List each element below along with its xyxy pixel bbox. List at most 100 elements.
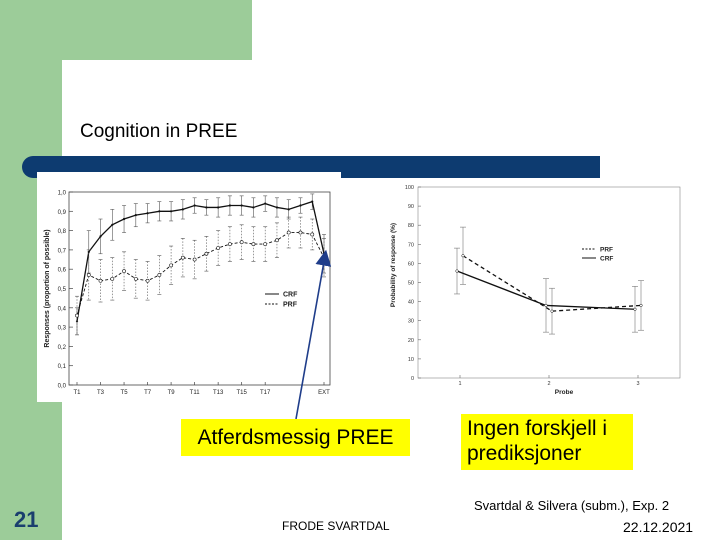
data-point-prf (110, 276, 115, 281)
slide-title: Cognition in PREE (80, 121, 238, 142)
y-tick-label: 100 (405, 185, 414, 191)
legend-label: PRF (283, 302, 298, 309)
data-point-prf (122, 269, 126, 274)
right-chart: 0 10 20 30 40 50 60 70 80 90 100 1 2 3 Probe Probabilit… (382, 181, 684, 400)
x-tick-label: T9 (168, 390, 176, 396)
x-tick-label: T7 (144, 390, 152, 396)
y-tick-label: 80 (408, 223, 414, 229)
x-tick-label: T11 (190, 390, 201, 396)
data-point-prf (133, 276, 138, 281)
data-point-crf (181, 208, 184, 211)
data-point-prf (180, 255, 185, 260)
y-tick-label: 60 (408, 261, 414, 267)
data-point-crf (99, 235, 102, 238)
data-point-crf (122, 217, 126, 221)
data-point-prf (98, 278, 103, 283)
data-point-prf (263, 242, 268, 247)
data-point-prf (286, 230, 291, 235)
x-axis-label: Probe (555, 389, 574, 396)
y-tick-label: 70 (408, 242, 414, 248)
data-point-crf (633, 307, 637, 311)
series-line-prf (76, 232, 325, 316)
data-point-crf (158, 210, 161, 213)
data-point-crf (455, 269, 459, 273)
data-point-prf (639, 303, 643, 307)
chart-background (37, 172, 341, 402)
label-no-difference: Ingen forskjell i prediksjoner (461, 414, 633, 470)
data-point-prf (275, 238, 279, 243)
y-tick-label: 40 (408, 300, 414, 306)
page-number: 21 (14, 507, 39, 532)
data-point-crf (193, 204, 196, 207)
x-tick-label: T17 (260, 390, 271, 396)
data-point-crf (252, 206, 255, 209)
y-tick-label: 30 (408, 319, 414, 325)
label-behavioral-pree: Atferdsmessig PREE (181, 419, 410, 456)
y-tick-label: 0,5 (58, 287, 67, 293)
data-point-crf (87, 250, 90, 253)
x-tick-label: 3 (636, 381, 639, 387)
legend-label: PRF (600, 247, 613, 254)
data-point-crf (287, 208, 290, 211)
data-point-crf (275, 206, 279, 209)
data-point-crf (311, 200, 314, 203)
data-point-prf (216, 246, 221, 250)
data-point-crf (228, 204, 232, 207)
y-tick-label: 0,9 (58, 210, 67, 216)
x-tick-label: T1 (73, 390, 81, 396)
data-point-crf (146, 212, 149, 215)
x-tick-label: EXT (318, 390, 330, 396)
x-tick-label: T15 (236, 390, 247, 396)
data-point-prf (157, 273, 162, 277)
data-point-prf (310, 232, 315, 237)
y-tick-label: 0 (411, 376, 414, 382)
data-point-prf (86, 273, 91, 277)
data-point-crf (217, 206, 220, 209)
x-tick-label: 1 (458, 381, 461, 387)
citation: Svartdal & Silvera (subm.), Exp. 2 (474, 498, 670, 513)
data-point-prf (239, 240, 244, 245)
data-point-crf (240, 204, 243, 207)
series-line-prf (462, 255, 642, 312)
y-tick-label: 1,0 (58, 191, 67, 197)
data-point-crf (544, 303, 548, 307)
y-tick-label: 0,7 (58, 248, 67, 254)
data-point-prf (550, 309, 554, 313)
x-tick-label: T5 (121, 390, 129, 396)
y-tick-label: 0,8 (58, 229, 67, 235)
data-point-crf (299, 204, 302, 207)
data-point-prf (322, 255, 326, 260)
data-point-prf (192, 257, 197, 262)
left-chart: 0,0 0,1 0,2 0,3 0,4 0,5 0,6 0,7 0,8 0,9 1,0 T1 T3 T5 T… (37, 172, 341, 402)
data-point-prf (145, 278, 150, 283)
data-point-crf (205, 206, 208, 209)
data-point-crf (134, 214, 137, 217)
y-tick-label: 50 (408, 281, 414, 287)
footer-author: FRODE SVARTDAL (282, 519, 390, 533)
data-point-prf (75, 313, 79, 318)
data-point-crf (264, 202, 267, 205)
data-point-prf (228, 242, 232, 247)
data-point-prf (169, 263, 173, 268)
y-tick-label: 0,2 (58, 345, 67, 351)
footer-date: 22.12.2021 (623, 519, 694, 535)
y-tick-label: 20 (408, 338, 414, 344)
data-point-prf (298, 230, 303, 235)
data-point-prf (461, 254, 465, 258)
y-tick-label: 0,3 (58, 326, 67, 332)
x-tick-label: T13 (213, 390, 224, 396)
data-point-prf (251, 242, 256, 247)
legend-label: CRF (600, 256, 613, 263)
y-tick-label: 90 (408, 204, 414, 210)
series-line-crf (76, 200, 325, 322)
y-tick-label: 10 (408, 357, 414, 363)
x-tick-label: 2 (547, 381, 550, 387)
chart-background (382, 181, 684, 400)
data-point-prf (204, 251, 209, 256)
y-tick-label: 0,6 (58, 268, 67, 274)
y-tick-label: 0,1 (58, 364, 67, 370)
x-tick-label: T3 (97, 390, 105, 396)
y-tick-label: 0,4 (58, 306, 67, 312)
y-axis-label: Responses (proportion of possible) (44, 229, 51, 347)
legend-label: CRF (283, 292, 298, 299)
